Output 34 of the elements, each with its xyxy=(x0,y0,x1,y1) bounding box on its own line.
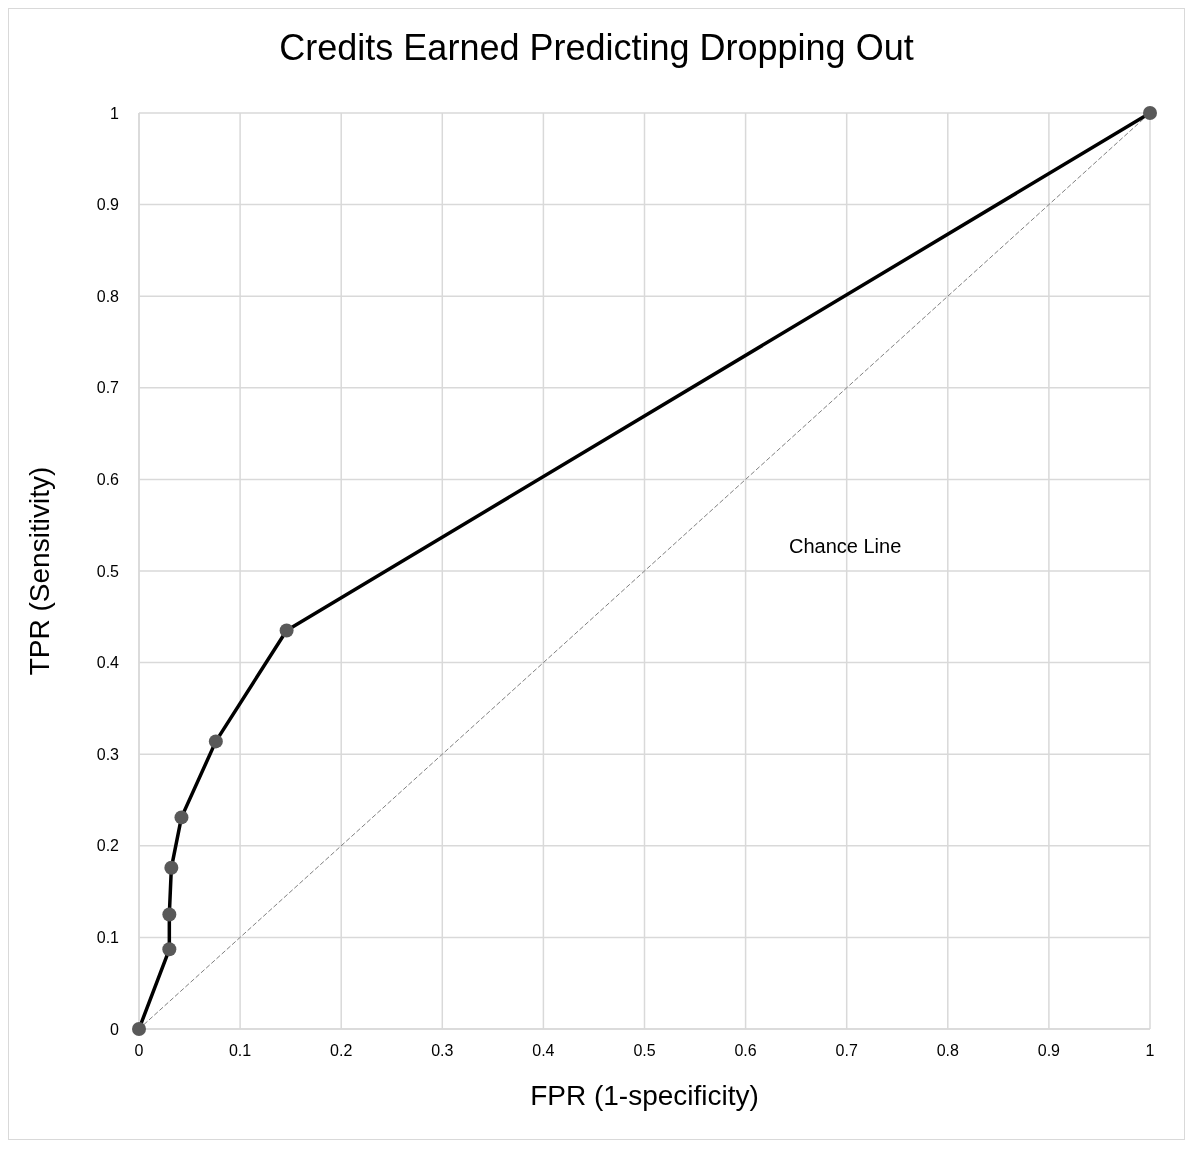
x-tick-label: 0.4 xyxy=(532,1042,555,1060)
y-tick-label: 0.4 xyxy=(96,654,120,672)
x-axis-title: FPR (1-specificity) xyxy=(530,1080,759,1111)
y-tick-label: 0 xyxy=(110,1020,120,1038)
chart-title: Credits Earned Predicting Dropping Out xyxy=(278,26,915,70)
point xyxy=(1143,106,1157,120)
x-tick-label: 0.5 xyxy=(633,1042,656,1060)
y-tick-label: 1 xyxy=(110,104,120,122)
point xyxy=(279,623,294,638)
x-tick-label: 0 xyxy=(134,1042,144,1060)
x-tick-label: 0.2 xyxy=(330,1042,353,1060)
y-axis-title: TPR (Sensitivity) xyxy=(23,466,55,676)
y-tick-label: 0.5 xyxy=(96,562,120,580)
y-tick-label: 0.7 xyxy=(96,379,120,397)
y-tick-label: 0.8 xyxy=(96,287,120,305)
y-tick-label: 0.3 xyxy=(96,745,120,763)
x-tick-label: 0.9 xyxy=(1037,1042,1061,1060)
x-tick-label: 0.7 xyxy=(835,1042,858,1060)
y-tick-label: 0.1 xyxy=(96,929,120,947)
y-tick-label: 0.9 xyxy=(96,196,120,214)
x-tick-label: 0.6 xyxy=(734,1042,757,1060)
point xyxy=(162,907,177,922)
x-tick-label: 0.8 xyxy=(936,1042,960,1060)
point xyxy=(174,810,189,825)
point xyxy=(132,1022,146,1036)
point xyxy=(162,942,177,957)
annotation: Chance Line xyxy=(789,535,902,558)
point xyxy=(208,734,223,749)
x-tick-label: 1 xyxy=(1145,1042,1155,1060)
y-tick-label: 0.2 xyxy=(96,837,120,855)
x-tick-label: 0.3 xyxy=(431,1042,454,1060)
x-tick-label: 0.1 xyxy=(228,1042,252,1060)
point xyxy=(164,860,179,875)
y-tick-label: 0.6 xyxy=(96,471,120,489)
